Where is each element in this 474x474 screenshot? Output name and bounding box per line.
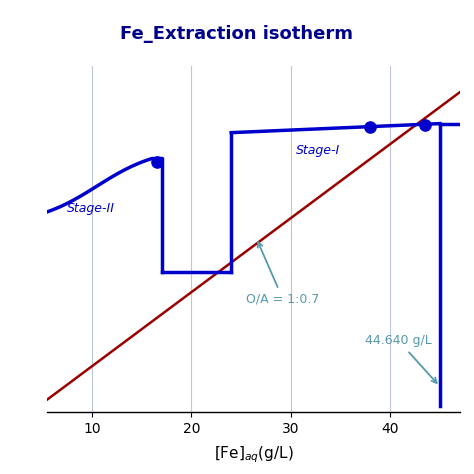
Text: Stage-I: Stage-I (296, 144, 340, 157)
Point (421, 121, 429, 128)
Point (366, 123, 374, 131)
Point (153, 158, 161, 165)
Text: O/A = 1:0.7: O/A = 1:0.7 (246, 242, 319, 305)
Text: 44.640 g/L: 44.640 g/L (365, 335, 437, 383)
Text: Fe_Extraction isotherm: Fe_Extraction isotherm (120, 25, 354, 43)
Text: Stage-II: Stage-II (67, 202, 115, 215)
X-axis label: $[\mathrm{Fe}]_{aq}(\mathrm{g/L})$: $[\mathrm{Fe}]_{aq}(\mathrm{g/L})$ (214, 445, 293, 465)
